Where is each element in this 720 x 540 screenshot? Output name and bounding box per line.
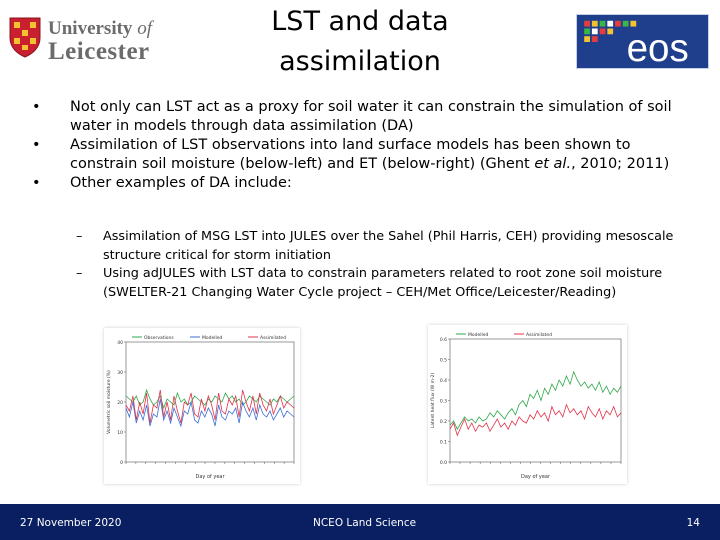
- y-tick-label: 0.2: [440, 419, 447, 425]
- bullet-item-assimilation: • Assimilation of LST observations into …: [32, 137, 670, 172]
- soil-moisture-chart: 0 10 20 30 40 Observations Modelled Assimilated…: [104, 328, 300, 484]
- plot-frame: [449, 338, 622, 463]
- latent-heat-chart: 0.0 0.1 0.2 0.3 0.4 0.5 0.6 Modelled Assimilated…: [428, 325, 627, 484]
- eos-logo: eos: [576, 14, 709, 69]
- series-line-assimilated: [449, 403, 622, 437]
- y-axis-label: Volumetric soil moisture (%): [106, 370, 112, 434]
- svg-text:eos: eos: [627, 27, 689, 68]
- bullet-marker: •: [32, 137, 41, 153]
- y-tick-label: 0.1: [440, 440, 447, 446]
- dash-marker: –: [76, 229, 83, 244]
- y-tick-label: 0.6: [440, 337, 447, 343]
- footer-bar: 27 November 2020 NCEO Land Science 14: [0, 504, 720, 540]
- university-of-leicester-logo: University of Leicester: [8, 14, 188, 65]
- y-tick-label: 0: [120, 460, 123, 466]
- bullet-marker: •: [32, 99, 41, 115]
- y-tick-label: 40: [117, 340, 123, 346]
- legend-label: Assimilated: [260, 335, 286, 341]
- dash-marker: –: [76, 266, 83, 281]
- legend-label: Observations: [144, 335, 174, 341]
- series-line-observations: [125, 388, 295, 410]
- legend-label: Modelled: [468, 332, 489, 338]
- series-line-modelled: [449, 370, 622, 431]
- sub-bullet-list: – Assimilation of MSG LST into JULES ove…: [76, 228, 676, 302]
- series-line-modelled: [125, 398, 295, 428]
- legend-label: Assimilated: [526, 332, 552, 338]
- x-axis-label: Day of year: [195, 474, 225, 480]
- bullet-marker: •: [32, 175, 41, 191]
- footer-date: 27 November 2020: [20, 517, 122, 529]
- y-tick-label: 0.3: [440, 399, 447, 405]
- slide-title: LST and data assimilation: [271, 6, 449, 77]
- sub-item-msg-lst: – Assimilation of MSG LST into JULES ove…: [76, 229, 674, 263]
- soil-moisture-chart-svg: 0 10 20 30 40 Observations Modelled Assimilated…: [106, 335, 295, 480]
- series-line-assimilated: [125, 389, 295, 424]
- logo-text-line1: University of: [48, 18, 152, 39]
- bullet-item-proxy: • Not only can LST act as a proxy for so…: [32, 99, 672, 134]
- sub-item-adjules: – Using adJULES with LST data to constra…: [76, 266, 663, 300]
- crest-icon: [9, 17, 41, 58]
- y-tick-label: 10: [117, 430, 123, 436]
- bullet-item-other-examples: • Other examples of DA include:: [32, 175, 292, 191]
- y-tick-label: 0.0: [440, 460, 447, 466]
- y-axis-label: Latent heat flux (W m-2): [430, 373, 436, 429]
- eos-logo-graphic: eos: [584, 20, 689, 68]
- y-tick-label: 0.5: [440, 358, 447, 364]
- footer-center: NCEO Land Science: [313, 517, 417, 529]
- x-axis-label: Day of year: [521, 474, 551, 480]
- bullet-list: • Not only can LST act as a proxy for so…: [28, 98, 688, 193]
- y-tick-label: 0.4: [440, 378, 447, 384]
- page-number: 14: [686, 517, 700, 529]
- logo-text-line2: Leicester: [48, 38, 150, 65]
- y-tick-label: 20: [117, 400, 123, 406]
- legend-label: Modelled: [202, 335, 223, 341]
- latent-heat-chart-svg: 0.0 0.1 0.2 0.3 0.4 0.5 0.6 Modelled Assimilated…: [430, 332, 622, 480]
- y-tick-label: 30: [117, 370, 123, 376]
